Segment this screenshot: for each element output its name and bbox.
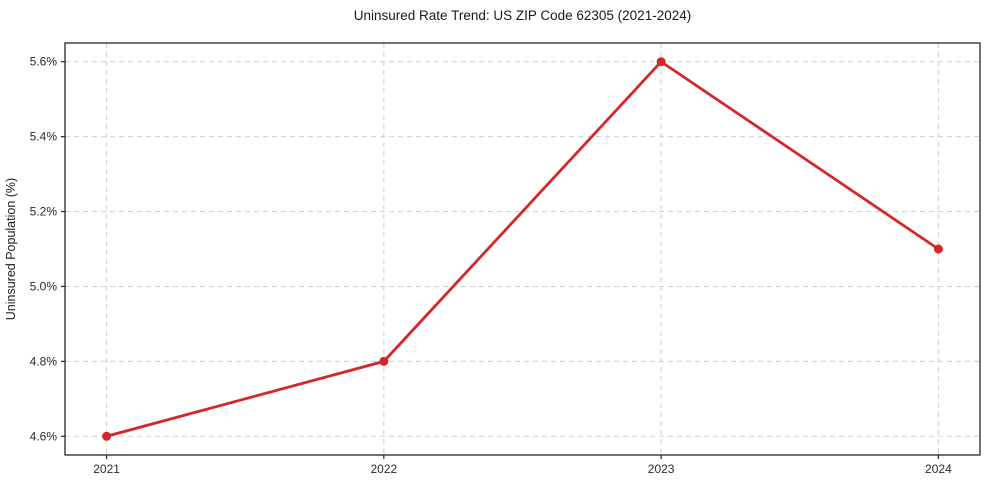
plot-border xyxy=(64,42,981,456)
data-point xyxy=(656,57,666,67)
y-tick-label: 4.8% xyxy=(30,354,58,368)
trend-line xyxy=(105,60,940,438)
y-tick-label: 5.2% xyxy=(30,205,58,219)
y-tick-label: 5.0% xyxy=(30,279,58,293)
data-point xyxy=(102,431,112,441)
data-point xyxy=(379,356,389,366)
x-tick-label: 2024 xyxy=(925,462,952,476)
x-tick-label: 2023 xyxy=(648,462,675,476)
data-point xyxy=(933,244,943,254)
y-tick-label: 4.6% xyxy=(30,429,58,443)
x-tick-label: 2021 xyxy=(93,462,120,476)
y-tick-label: 5.4% xyxy=(30,130,58,144)
y-tick-label: 5.6% xyxy=(30,55,58,69)
x-tick-label: 2022 xyxy=(371,462,398,476)
chart-title: Uninsured Rate Trend: US ZIP Code 62305 … xyxy=(353,8,692,23)
